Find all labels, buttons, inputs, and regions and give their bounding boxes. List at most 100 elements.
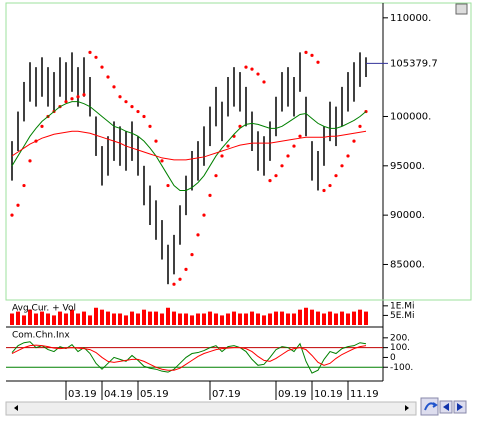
sar-dot — [136, 109, 140, 114]
volume-bar — [232, 311, 236, 325]
volume-bar — [10, 313, 14, 325]
volume-bar — [250, 311, 254, 325]
sar-dot — [328, 183, 332, 188]
volume-bar — [160, 313, 164, 325]
sar-dot — [250, 67, 254, 71]
sar-dot — [172, 282, 176, 286]
x-tick-label: 10.19 — [314, 389, 343, 400]
sar-dot — [10, 213, 14, 217]
sar-dot — [28, 159, 32, 163]
x-tick-label: 09.19 — [278, 389, 307, 400]
sar-dot — [208, 193, 212, 198]
sar-dot — [226, 144, 230, 148]
volume-bar — [166, 307, 170, 325]
volume-bar — [136, 313, 140, 325]
sar-dot — [70, 97, 74, 101]
refresh-button[interactable] — [420, 397, 439, 416]
volume-bar — [184, 313, 188, 325]
sar-dot — [112, 85, 116, 89]
volume-bar — [154, 311, 158, 325]
volume-bar — [142, 309, 146, 325]
sar-dot — [262, 80, 266, 84]
volume-bar — [100, 309, 104, 325]
line — [11, 130, 367, 161]
volume-bar — [76, 313, 80, 325]
scroll-right[interactable] — [405, 405, 409, 411]
line — [11, 344, 367, 371]
sar-dot — [280, 164, 284, 168]
sar-dot — [352, 139, 356, 143]
volume-bar — [262, 315, 266, 325]
sar-dot — [88, 50, 92, 54]
sar-dot — [118, 95, 122, 99]
sar-dot — [202, 213, 206, 217]
scrollbar[interactable] — [5, 401, 417, 416]
volume-bar — [298, 309, 302, 325]
sar-dot — [142, 114, 146, 119]
sar-dot — [160, 159, 164, 163]
volume-bar — [70, 309, 74, 325]
sar-dot — [340, 164, 344, 168]
y-tick-label: 1E.Mi — [390, 301, 415, 311]
line — [11, 341, 367, 374]
panel-title: Avg.Cur. + Vol — [12, 304, 76, 314]
sar-dot — [106, 75, 110, 79]
sar-dot — [154, 139, 158, 143]
x-tick-label: 04.19 — [104, 389, 133, 400]
sar-dot — [244, 65, 248, 69]
volume-bar — [22, 315, 26, 325]
volume-bar — [178, 313, 182, 325]
sar-dot — [94, 55, 98, 59]
last-price-label: 105379.7 — [390, 58, 438, 69]
sar-dot — [16, 203, 20, 207]
volume-bar — [220, 315, 224, 325]
volume-bar — [340, 311, 344, 325]
volume-bar — [292, 313, 296, 325]
sar-dot — [214, 174, 218, 178]
line — [11, 101, 367, 191]
sar-dot — [358, 124, 362, 128]
y-tick-label: 100. — [390, 343, 410, 353]
volume-bar — [304, 307, 308, 325]
sar-dot — [22, 183, 26, 188]
sar-dot — [316, 60, 320, 64]
sar-dot — [166, 183, 170, 188]
volume-bar — [190, 315, 194, 325]
sar-dot — [256, 72, 260, 76]
y-tick-label: -100. — [390, 363, 413, 373]
volume-bar — [34, 313, 38, 325]
volume-bar — [106, 311, 110, 325]
panel-title: Com.Chn.Inx — [12, 331, 70, 341]
volume-bar — [334, 313, 338, 325]
sar-dot — [196, 233, 200, 237]
volume-bar — [130, 311, 134, 325]
volume-bar — [286, 313, 290, 325]
volume-bar — [88, 315, 92, 325]
volume-bar — [64, 313, 68, 325]
sar-dot — [286, 154, 290, 158]
x-tick-label: 07.19 — [212, 389, 241, 400]
y-tick-label: 5E.Mi — [390, 311, 415, 321]
maximize-icon[interactable] — [455, 3, 468, 15]
y-tick-label: 90000. — [390, 210, 425, 221]
sar-dot — [178, 277, 182, 281]
scroll-left[interactable] — [14, 405, 18, 411]
y-tick-label: 0 — [390, 353, 396, 363]
sar-dot — [220, 154, 224, 158]
volume-bar — [214, 313, 218, 325]
volume-bar — [316, 311, 320, 325]
sar-dot — [268, 179, 272, 183]
sar-dot — [130, 105, 134, 109]
sar-dot — [292, 144, 296, 148]
x-tick-label: 03.19 — [68, 389, 97, 400]
volume-bar — [40, 311, 44, 325]
nav-left-icon — [443, 403, 449, 411]
volume-bar — [280, 311, 284, 325]
y-tick-label: 100000. — [390, 111, 431, 122]
y-tick-label: 200. — [390, 333, 410, 343]
volume-bar — [82, 311, 86, 325]
sar-dot — [124, 100, 128, 104]
volume-bar — [46, 313, 50, 325]
